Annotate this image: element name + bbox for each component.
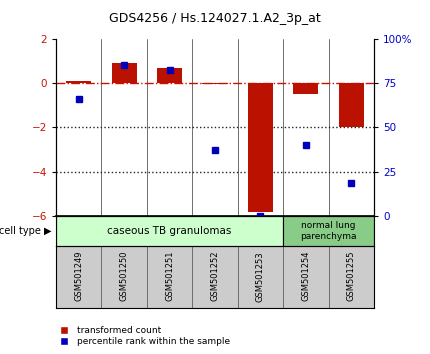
Text: GSM501251: GSM501251 [165,251,174,302]
Bar [283,216,374,246]
Bar [56,216,283,246]
Bar [157,68,182,83]
Bar [192,246,238,308]
Bar [66,81,91,83]
Bar [283,246,329,308]
Bar [112,63,137,83]
Bar [56,246,101,308]
Bar [329,246,374,308]
Text: normal lung
parenchyma: normal lung parenchyma [301,221,357,241]
Bar [248,83,273,211]
Bar [238,246,283,308]
Text: GSM501253: GSM501253 [256,251,265,302]
Bar [293,83,318,94]
Text: cell type ▶: cell type ▶ [0,226,52,236]
Text: GSM501249: GSM501249 [74,251,83,302]
Bar [147,246,192,308]
Text: GSM501250: GSM501250 [120,251,129,302]
Text: GSM501254: GSM501254 [301,251,310,302]
Text: GDS4256 / Hs.124027.1.A2_3p_at: GDS4256 / Hs.124027.1.A2_3p_at [109,12,321,25]
Text: caseous TB granulomas: caseous TB granulomas [108,226,232,236]
Text: GSM501255: GSM501255 [347,251,356,302]
Bar [339,83,364,127]
Bar [101,246,147,308]
Bar [203,83,227,84]
Legend: transformed count, percentile rank within the sample: transformed count, percentile rank withi… [52,322,234,349]
Text: GSM501252: GSM501252 [211,251,219,302]
